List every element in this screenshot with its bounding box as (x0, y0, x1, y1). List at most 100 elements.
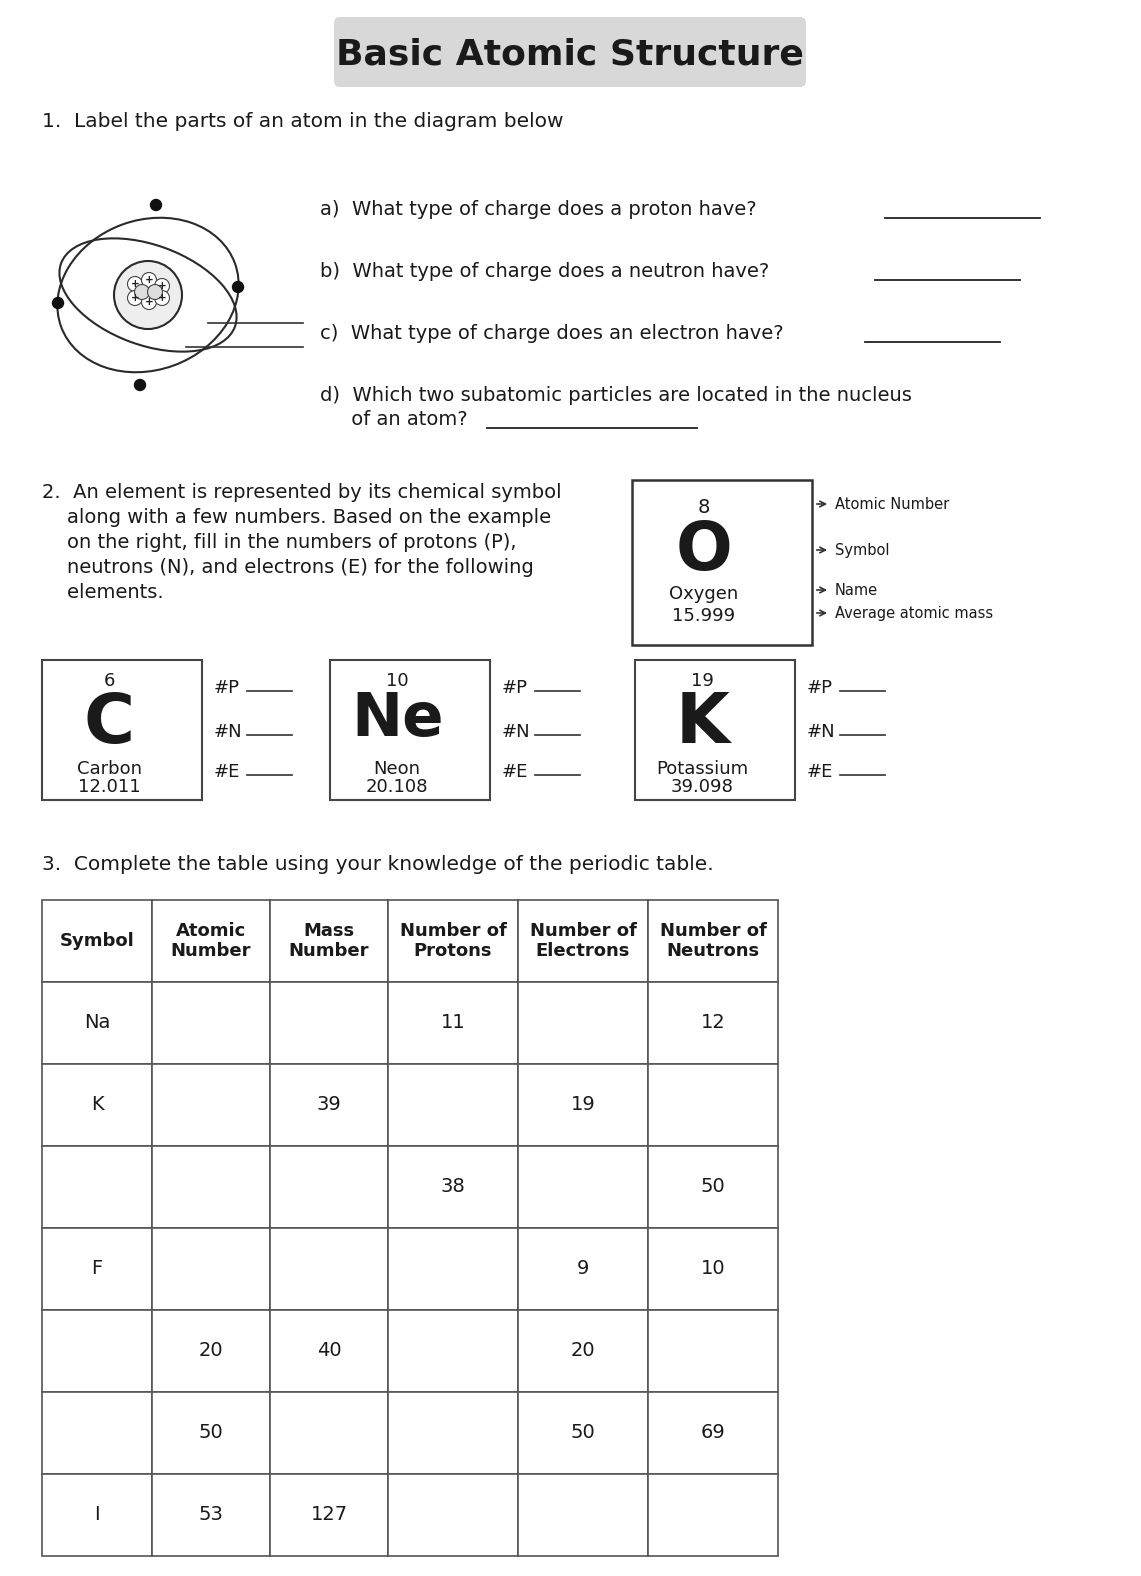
Text: C: C (83, 690, 135, 756)
Text: Carbon: Carbon (76, 760, 141, 779)
Text: 20: 20 (570, 1341, 596, 1360)
Text: 10: 10 (386, 671, 408, 690)
Bar (648, 1474, 778, 1556)
Text: 6: 6 (104, 671, 115, 690)
Bar (270, 1064, 388, 1146)
Circle shape (52, 298, 64, 309)
Text: K: K (90, 1095, 104, 1114)
Bar (648, 1392, 778, 1474)
Text: Ne: Ne (351, 690, 444, 749)
Text: 20.108: 20.108 (366, 779, 429, 796)
Bar (388, 1064, 518, 1146)
Text: 39.098: 39.098 (671, 779, 734, 796)
Circle shape (128, 276, 143, 292)
Bar (152, 982, 270, 1064)
Bar (648, 1146, 778, 1228)
Text: +: + (130, 293, 139, 303)
Text: I: I (95, 1505, 99, 1524)
Bar (270, 1310, 388, 1392)
Circle shape (151, 200, 162, 211)
Text: K: K (675, 690, 729, 756)
Text: #N: #N (807, 723, 835, 741)
Text: +: + (157, 281, 167, 292)
Text: O: O (675, 519, 733, 585)
Text: 15.999: 15.999 (672, 607, 736, 626)
Circle shape (154, 279, 170, 293)
Text: 8: 8 (698, 498, 710, 517)
Text: 127: 127 (310, 1505, 348, 1524)
Bar (152, 1228, 270, 1310)
Bar (270, 1146, 388, 1228)
Circle shape (114, 262, 183, 329)
Text: 10: 10 (701, 1259, 726, 1278)
Text: Number of
Protons: Number of Protons (399, 922, 507, 960)
Bar (152, 900, 270, 982)
Bar (42, 1474, 152, 1556)
Text: F: F (91, 1259, 103, 1278)
Text: Atomic
Number: Atomic Number (171, 922, 251, 960)
Bar (648, 1228, 778, 1310)
Text: #E: #E (502, 763, 528, 782)
Bar (42, 1392, 152, 1474)
Bar (388, 1310, 518, 1392)
Bar (388, 1392, 518, 1474)
Text: #E: #E (807, 763, 833, 782)
Text: Symbol: Symbol (59, 931, 135, 950)
Text: Average atomic mass: Average atomic mass (835, 605, 993, 621)
Bar (518, 1310, 648, 1392)
Bar (518, 982, 648, 1064)
Bar (648, 1064, 778, 1146)
Text: +: + (130, 279, 139, 288)
Bar (518, 1474, 648, 1556)
Text: 2.  An element is represented by its chemical symbol: 2. An element is represented by its chem… (42, 482, 561, 503)
Bar (518, 1146, 648, 1228)
Text: 39: 39 (316, 1095, 341, 1114)
Text: Symbol: Symbol (835, 542, 890, 558)
Bar (648, 1310, 778, 1392)
Bar (518, 1228, 648, 1310)
Text: 19: 19 (690, 671, 713, 690)
Text: +: + (145, 274, 153, 285)
Text: 1.  Label the parts of an atom in the diagram below: 1. Label the parts of an atom in the dia… (42, 112, 564, 131)
Circle shape (141, 295, 156, 309)
Text: d)  Which two subatomic particles are located in the nucleus: d) Which two subatomic particles are loc… (319, 386, 912, 405)
FancyBboxPatch shape (334, 17, 806, 87)
Text: elements.: elements. (42, 583, 163, 602)
Bar (636, 660, 795, 801)
Bar (518, 1392, 648, 1474)
Text: of an atom?: of an atom? (319, 410, 468, 429)
Bar (388, 982, 518, 1064)
Text: Oxygen: Oxygen (670, 585, 738, 604)
Text: 50: 50 (570, 1423, 596, 1442)
Text: Potassium: Potassium (656, 760, 748, 779)
Bar (42, 982, 152, 1064)
Bar (270, 1474, 388, 1556)
Bar (270, 900, 388, 982)
Bar (152, 1146, 270, 1228)
Bar (42, 1146, 152, 1228)
Circle shape (128, 290, 143, 306)
Text: on the right, fill in the numbers of protons (P),: on the right, fill in the numbers of pro… (42, 533, 517, 552)
Text: a)  What type of charge does a proton have?: a) What type of charge does a proton hav… (319, 200, 756, 219)
Text: Number of
Neutrons: Number of Neutrons (659, 922, 767, 960)
Text: 12: 12 (701, 1013, 726, 1032)
Bar (152, 1474, 270, 1556)
Bar (518, 1064, 648, 1146)
Bar (388, 900, 518, 982)
Text: Atomic Number: Atomic Number (835, 496, 949, 512)
Text: 40: 40 (317, 1341, 341, 1360)
Text: #E: #E (215, 763, 241, 782)
Circle shape (233, 282, 243, 293)
Bar (42, 660, 202, 801)
Text: 9: 9 (577, 1259, 589, 1278)
Text: #N: #N (502, 723, 531, 741)
Text: Basic Atomic Structure: Basic Atomic Structure (337, 36, 804, 71)
Text: 53: 53 (199, 1505, 224, 1524)
Text: 69: 69 (701, 1423, 726, 1442)
Bar (648, 982, 778, 1064)
Text: #N: #N (215, 723, 243, 741)
Text: Neon: Neon (374, 760, 421, 779)
Text: 11: 11 (440, 1013, 466, 1032)
Bar (270, 1228, 388, 1310)
Circle shape (135, 380, 146, 391)
